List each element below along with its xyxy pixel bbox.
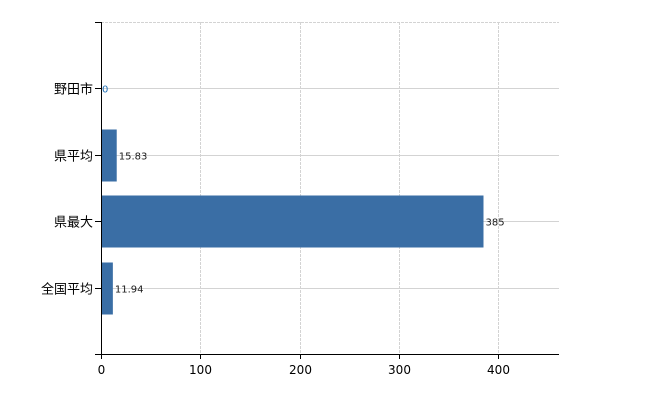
x-tick-label: 400 <box>487 363 510 377</box>
x-tick-label: 100 <box>189 363 212 377</box>
y-tick-label: 県平均 <box>54 150 93 165</box>
y-tick-label: 県最大 <box>54 216 93 231</box>
x-tick-label: 0 <box>98 363 106 377</box>
bar <box>101 129 117 182</box>
bar <box>101 195 484 248</box>
x-tick-label: 200 <box>289 363 312 377</box>
bars: 0 15.83 385 11.94 <box>101 85 505 315</box>
y-tick-label: 野田市 <box>54 82 93 98</box>
data-label: 385 <box>485 218 504 229</box>
data-label: 0 <box>102 85 108 96</box>
y-tick-label: 全国平均 <box>41 282 93 298</box>
data-label: 15.83 <box>119 152 148 163</box>
bar <box>101 262 113 315</box>
grid <box>101 22 559 354</box>
data-label: 11.94 <box>115 285 144 296</box>
x-tick-label: 300 <box>388 363 411 377</box>
